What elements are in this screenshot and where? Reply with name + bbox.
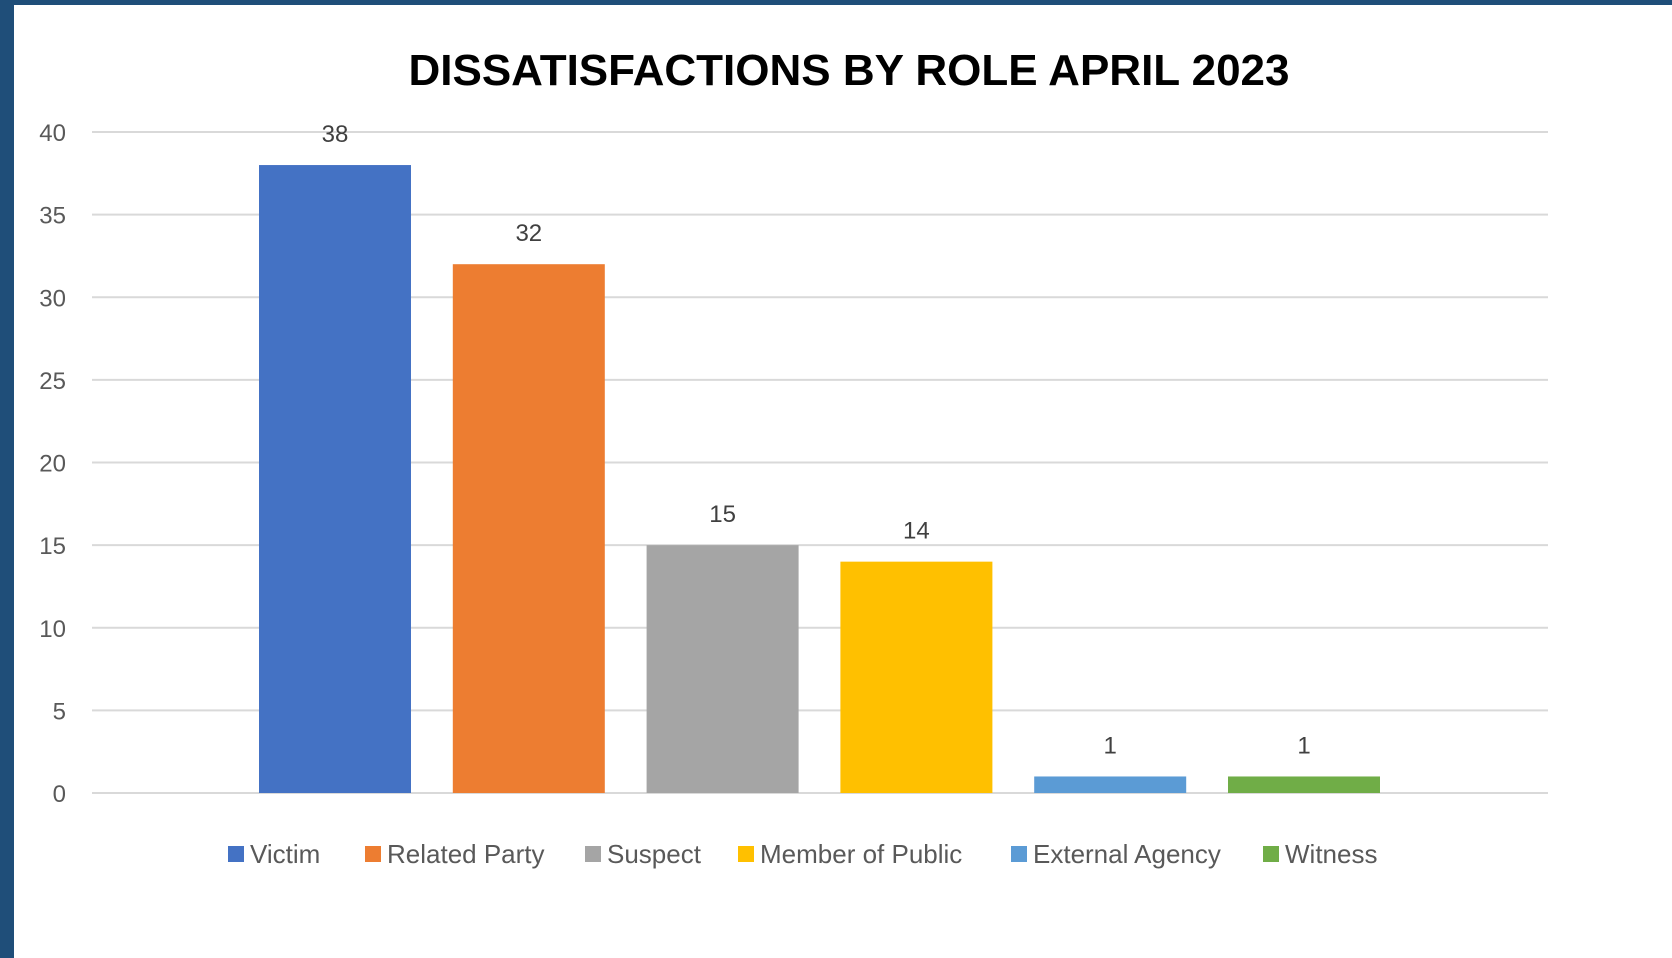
y-axis: 0 5 10 15 20 25 30 35 40 <box>39 120 66 808</box>
data-label: 1 <box>1104 732 1117 759</box>
bar-witness <box>1228 776 1380 793</box>
legend-label: Member of Public <box>760 839 962 869</box>
legend-label: Related Party <box>387 839 545 869</box>
legend-swatch <box>585 846 601 862</box>
legend-swatch <box>1263 846 1279 862</box>
y-tick-label: 15 <box>39 533 66 560</box>
y-tick-label: 5 <box>53 698 66 725</box>
data-label: 32 <box>515 220 542 247</box>
y-tick-label: 35 <box>39 203 66 230</box>
legend-label: External Agency <box>1033 839 1221 869</box>
bar-victim <box>259 165 411 794</box>
legend-swatch <box>738 846 754 862</box>
legend: Victim Related Party Suspect Member of Publ… <box>228 839 1377 869</box>
bar-chart: DISSATISFACTIONS BY ROLE APRIL 2023 0510… <box>39 46 1548 869</box>
y-tick-label: 30 <box>39 285 66 312</box>
data-label: 15 <box>709 501 736 528</box>
data-label: 1 <box>1297 732 1310 759</box>
data-label: 14 <box>903 518 930 545</box>
bar-suspect <box>646 545 799 793</box>
legend-label: Witness <box>1285 839 1377 869</box>
legend-swatch <box>1011 846 1027 862</box>
bar-member-of-public <box>840 561 993 793</box>
y-tick-label: 10 <box>39 616 66 643</box>
legend-swatch <box>365 846 381 862</box>
legend-label: Victim <box>250 839 320 869</box>
y-tick-label: 20 <box>39 451 66 478</box>
y-tick-label: 0 <box>53 781 66 808</box>
bar-related-party <box>452 264 605 793</box>
bars <box>259 165 1380 794</box>
legend-swatch <box>228 846 244 862</box>
data-labels: 38 32 15 14 1 1 <box>322 121 1311 759</box>
chart-title: DISSATISFACTIONS BY ROLE APRIL 2023 <box>408 46 1289 95</box>
data-label: 38 <box>322 121 349 148</box>
y-tick-label: 25 <box>39 368 66 395</box>
legend-label: Suspect <box>607 839 702 869</box>
chart-frame: DISSATISFACTIONS BY ROLE APRIL 2023 0 5 10… <box>14 5 1672 958</box>
bar-external-agency <box>1034 776 1187 793</box>
y-tick-label: 40 <box>39 120 66 147</box>
